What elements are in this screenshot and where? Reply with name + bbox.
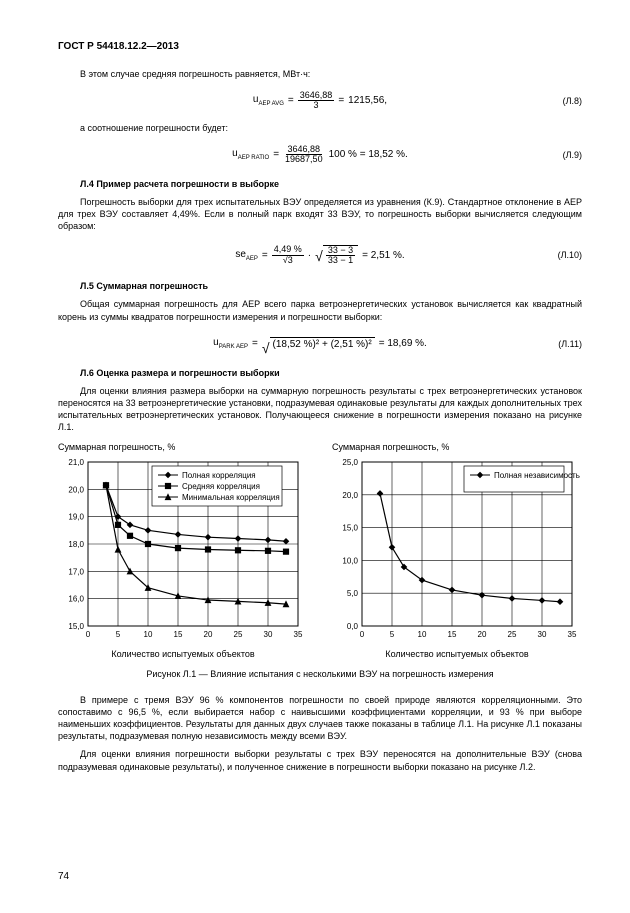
svg-text:25,0: 25,0 [342,458,358,467]
chart-left-block: Суммарная погрешность, % 0 5 10 15 20 25 30 35 1… [58,441,308,659]
equation-l9: uAEP RATIO = 3646,8819687,50 100 % = 18,… [58,140,582,170]
svg-text:0,0: 0,0 [347,622,359,631]
svg-text:15,0: 15,0 [68,622,84,631]
svg-text:Полная независимость: Полная независимость [494,471,580,480]
para-l4: Погрешность выборки для трех испытательн… [58,196,582,232]
eq-tag-l9: (Л.9) [563,149,582,161]
svg-text:0: 0 [86,630,91,639]
eq-tag-l11: (Л.11) [558,338,582,350]
svg-text:20,0: 20,0 [342,490,358,499]
intro-line: В этом случае средняя погрешность равняе… [58,68,582,80]
svg-text:15,0: 15,0 [342,523,358,532]
svg-text:21,0: 21,0 [68,458,84,467]
para-l5: Общая суммарная погрешность для AEP всег… [58,298,582,322]
page-number: 74 [58,870,69,884]
svg-text:30: 30 [538,630,547,639]
doc-header: ГОСТ Р 54418.12.2—2013 [58,40,582,54]
eq-tag-l10: (Л.10) [558,249,582,261]
svg-text:0: 0 [360,630,365,639]
tail-para-2: Для оценки влияния погрешности выборки р… [58,748,582,772]
chart-right-xlabel: Количество испытуемых объектов [332,648,582,660]
svg-text:15: 15 [448,630,457,639]
charts-row: Суммарная погрешность, % 0 5 10 15 20 25 30 35 1… [58,441,582,659]
svg-text:16,0: 16,0 [68,594,84,603]
svg-text:19,0: 19,0 [68,512,84,521]
chart-right-block: Суммарная погрешность, % 051015202530350… [332,441,582,659]
svg-text:5: 5 [390,630,395,639]
svg-text:18,0: 18,0 [68,540,84,549]
svg-text:17,0: 17,0 [68,567,84,576]
svg-text:30: 30 [264,630,273,639]
svg-text:20: 20 [204,630,213,639]
svg-text:5: 5 [116,630,121,639]
svg-text:Полная корреляция: Полная корреляция [182,471,256,480]
svg-text:20: 20 [478,630,487,639]
svg-text:20,0: 20,0 [68,485,84,494]
equation-l10: seAEP = 4,49 %√3 · √ 33 − 333 − 1 = 2,51… [58,238,582,272]
chart-right-title: Суммарная погрешность, % [332,441,449,453]
equation-l11: uPARK AEP = √ (18,52 %)² + (2,51 %)² = 1… [58,329,582,359]
chart-left-xlabel: Количество испытуемых объектов [58,648,308,660]
after-l8: а соотношение погрешности будет: [58,122,582,134]
chart-left: 0 5 10 15 20 25 30 35 15,0 16,0 17,0 18,0 19,0 20,0 21… [58,456,308,646]
tail-para-1: В примере с тремя ВЭУ 96 % компонентов п… [58,694,582,743]
svg-text:25: 25 [234,630,243,639]
figure-caption: Рисунок Л.1 — Влияние испытания с нескол… [58,668,582,680]
eq-tag-l8: (Л.8) [563,95,582,107]
svg-text:5,0: 5,0 [347,589,359,598]
svg-text:10: 10 [418,630,427,639]
svg-text:Минимальная корреляция: Минимальная корреляция [182,493,280,502]
svg-text:10: 10 [144,630,153,639]
equation-l8: uAEP AVG = 3646,883 = 1215,56, (Л.8) [58,86,582,116]
section-l5: Л.5 Суммарная погрешность [80,280,582,292]
section-l4: Л.4 Пример расчета погрешности в выборке [80,178,582,190]
svg-text:Средняя корреляция: Средняя корреляция [182,482,260,491]
svg-text:35: 35 [568,630,577,639]
chart-left-title: Суммарная погрешность, % [58,441,175,453]
para-l6: Для оценки влияния размера выборки на су… [58,385,582,434]
svg-text:15: 15 [174,630,183,639]
svg-text:35: 35 [294,630,303,639]
svg-text:25: 25 [508,630,517,639]
section-l6: Л.6 Оценка размера и погрешности выборки [80,367,582,379]
chart-right: 0 5 10 15 20 25 30 35 0,0 5,0 10,0 15,0 20,0 25,0 Полн… [332,456,582,646]
svg-text:10,0: 10,0 [342,556,358,565]
